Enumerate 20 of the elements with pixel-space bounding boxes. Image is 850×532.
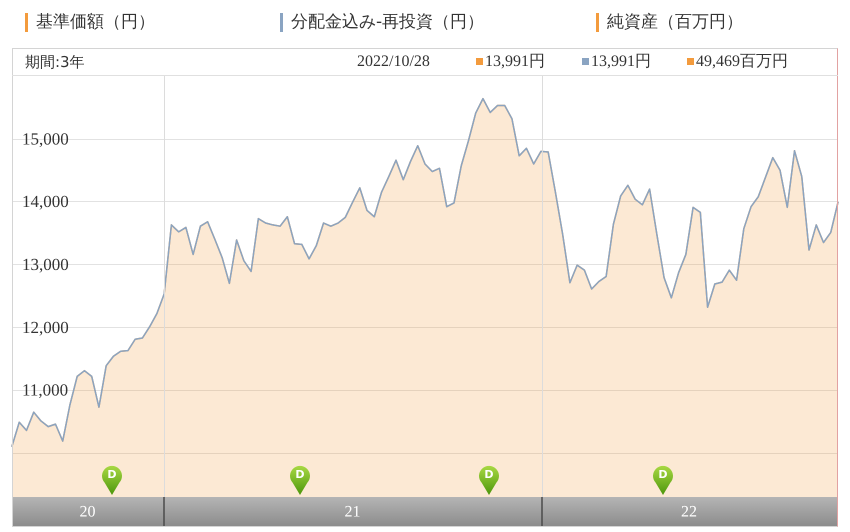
y-tick-label: 12,000 — [22, 318, 69, 337]
text: 期間:3年 — [25, 52, 85, 73]
x-tick-label: 21 — [344, 504, 361, 520]
x-tick-label: 22 — [680, 504, 697, 520]
annotation: D — [483, 468, 495, 482]
legend-label: 分配金込み-再投資（円） — [291, 11, 484, 33]
legend-label: 基準価額（円） — [36, 11, 155, 33]
text: 13,991円 — [485, 52, 545, 72]
y-tick-label: 14,000 — [22, 192, 69, 212]
annotation: D — [106, 468, 118, 482]
text: 49,469百万円 — [696, 52, 788, 72]
y-tick-label: 15,000 — [22, 129, 69, 148]
x-tick-label: 20 — [80, 504, 96, 520]
text: 純資産（百万円） — [607, 11, 743, 33]
annotation: D — [294, 468, 306, 482]
text: 2022/10/28 — [357, 52, 430, 72]
text: 13,991円 — [591, 52, 651, 72]
annotation: D — [657, 468, 669, 482]
y-tick-label: 13,000 — [22, 255, 69, 274]
y-tick-label: 11,000 — [22, 380, 68, 400]
